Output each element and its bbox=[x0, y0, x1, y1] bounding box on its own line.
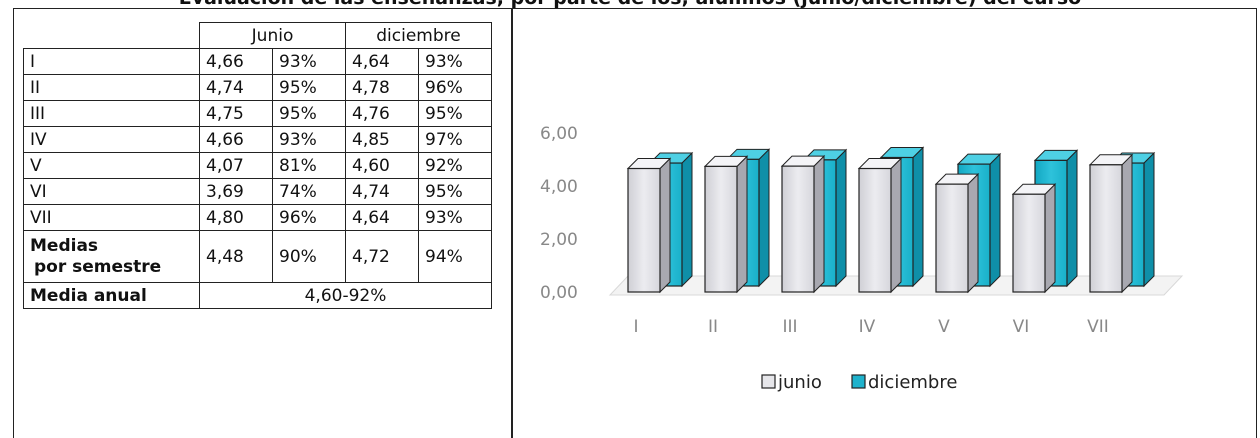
diciembre-value: 4,85 bbox=[345, 126, 419, 153]
panel-divider bbox=[511, 8, 513, 438]
medias-row: Medias por semestre 4,48 90% 4,72 94% bbox=[23, 230, 492, 283]
x-tick-label: V bbox=[938, 317, 950, 337]
medias-label-line2: por semestre bbox=[34, 256, 162, 277]
diciembre-percent: 97% bbox=[418, 126, 492, 153]
legend-diciembre-label: diciembre bbox=[868, 372, 957, 393]
figure-frame bbox=[13, 8, 1257, 438]
x-tick-label: IV bbox=[859, 317, 876, 337]
diciembre-percent: 95% bbox=[418, 100, 492, 127]
junio-value: 4,66 bbox=[199, 48, 273, 75]
diciembre-value: 4,64 bbox=[345, 204, 419, 231]
row-label: II bbox=[23, 74, 200, 101]
y-tick-label: 2,00 bbox=[540, 230, 578, 250]
bar-series-layer bbox=[626, 146, 1156, 294]
table-header-row: Junio diciembre bbox=[23, 22, 492, 49]
junio-percent: 93% bbox=[272, 126, 346, 153]
title-strip: Evaluación de las enseñanzas, por parte … bbox=[0, 0, 1260, 10]
anual-row: Media anual 4,60-92% bbox=[23, 282, 492, 309]
medias-diciembre-value: 4,72 bbox=[345, 230, 419, 283]
results-table: Junio diciembre I 4,66 93% 4,64 93% II 4… bbox=[23, 22, 492, 309]
row-label: VI bbox=[23, 178, 200, 205]
medias-diciembre-percent: 94% bbox=[418, 230, 492, 283]
medias-junio-percent: 90% bbox=[272, 230, 346, 283]
row-label: III bbox=[23, 100, 200, 127]
junio-value: 4,07 bbox=[199, 152, 273, 179]
legend-junio-label: junio bbox=[777, 372, 822, 393]
table-row: II 4,74 95% 4,78 96% bbox=[23, 74, 492, 101]
table-corner-cell bbox=[23, 22, 200, 49]
diciembre-percent: 92% bbox=[418, 152, 492, 179]
diciembre-percent: 93% bbox=[418, 48, 492, 75]
table-row: I 4,66 93% 4,64 93% bbox=[23, 48, 492, 75]
x-tick-label: II bbox=[708, 317, 718, 337]
anual-label: Media anual bbox=[23, 282, 200, 309]
x-tick-label: VI bbox=[1013, 317, 1030, 337]
diciembre-percent: 93% bbox=[418, 204, 492, 231]
row-label: IV bbox=[23, 126, 200, 153]
junio-value: 4,75 bbox=[199, 100, 273, 127]
junio-value: 4,74 bbox=[199, 74, 273, 101]
row-label: I bbox=[23, 48, 200, 75]
junio-percent: 95% bbox=[272, 100, 346, 127]
bar-junio bbox=[1088, 153, 1134, 294]
junio-percent: 81% bbox=[272, 152, 346, 179]
bar-junio bbox=[780, 154, 826, 294]
table-row: IV 4,66 93% 4,85 97% bbox=[23, 126, 492, 153]
medias-label-line1: Medias bbox=[30, 235, 99, 256]
header-junio: Junio bbox=[199, 22, 346, 49]
y-tick-label: 4,00 bbox=[540, 177, 578, 197]
chart-legend: junio diciembre bbox=[761, 372, 957, 393]
document-title: Evaluación de las enseñanzas, por parte … bbox=[0, 0, 1260, 9]
x-tick-label: I bbox=[633, 317, 638, 337]
junio-percent: 74% bbox=[272, 178, 346, 205]
junio-value: 4,80 bbox=[199, 204, 273, 231]
junio-percent: 96% bbox=[272, 204, 346, 231]
y-tick-label: 6,00 bbox=[540, 124, 578, 144]
bar-junio bbox=[934, 172, 980, 294]
diciembre-value: 4,76 bbox=[345, 100, 419, 127]
table-row: VI 3,69 74% 4,74 95% bbox=[23, 178, 492, 205]
bar-junio bbox=[626, 157, 672, 294]
table-row: III 4,75 95% 4,76 95% bbox=[23, 100, 492, 127]
diciembre-value: 4,60 bbox=[345, 152, 419, 179]
diciembre-value: 4,74 bbox=[345, 178, 419, 205]
x-axis-ticks: I II III IV V VI VII bbox=[633, 317, 1108, 337]
table-row: VII 4,80 96% 4,64 93% bbox=[23, 204, 492, 231]
x-tick-label: VII bbox=[1087, 317, 1109, 337]
anual-value: 4,60-92% bbox=[199, 282, 492, 309]
bar-junio bbox=[857, 157, 903, 294]
bar-junio bbox=[703, 155, 749, 294]
diciembre-value: 4,78 bbox=[345, 74, 419, 101]
bar-junio bbox=[1011, 183, 1057, 294]
row-label: VII bbox=[23, 204, 200, 231]
medias-label: Medias por semestre bbox=[23, 230, 200, 283]
medias-junio-value: 4,48 bbox=[199, 230, 273, 283]
results-table-wrap: Junio diciembre I 4,66 93% 4,64 93% II 4… bbox=[23, 22, 492, 309]
junio-value: 4,66 bbox=[199, 126, 273, 153]
header-diciembre: diciembre bbox=[345, 22, 492, 49]
diciembre-value: 4,64 bbox=[345, 48, 419, 75]
junio-value: 3,69 bbox=[199, 178, 273, 205]
y-tick-label: 0,00 bbox=[540, 283, 578, 303]
diciembre-percent: 95% bbox=[418, 178, 492, 205]
legend-diciembre-swatch bbox=[851, 374, 866, 389]
y-axis-ticks: 0,00 2,00 4,00 6,00 bbox=[540, 124, 578, 303]
junio-percent: 93% bbox=[272, 48, 346, 75]
row-label: V bbox=[23, 152, 200, 179]
bar-chart: 0,002,004,006,00 I II III IV V VI VII junio di… bbox=[540, 124, 1184, 393]
junio-percent: 95% bbox=[272, 74, 346, 101]
diciembre-percent: 96% bbox=[418, 74, 492, 101]
x-tick-label: III bbox=[782, 317, 797, 337]
table-row: V 4,07 81% 4,60 92% bbox=[23, 152, 492, 179]
legend-junio-swatch bbox=[761, 374, 776, 389]
